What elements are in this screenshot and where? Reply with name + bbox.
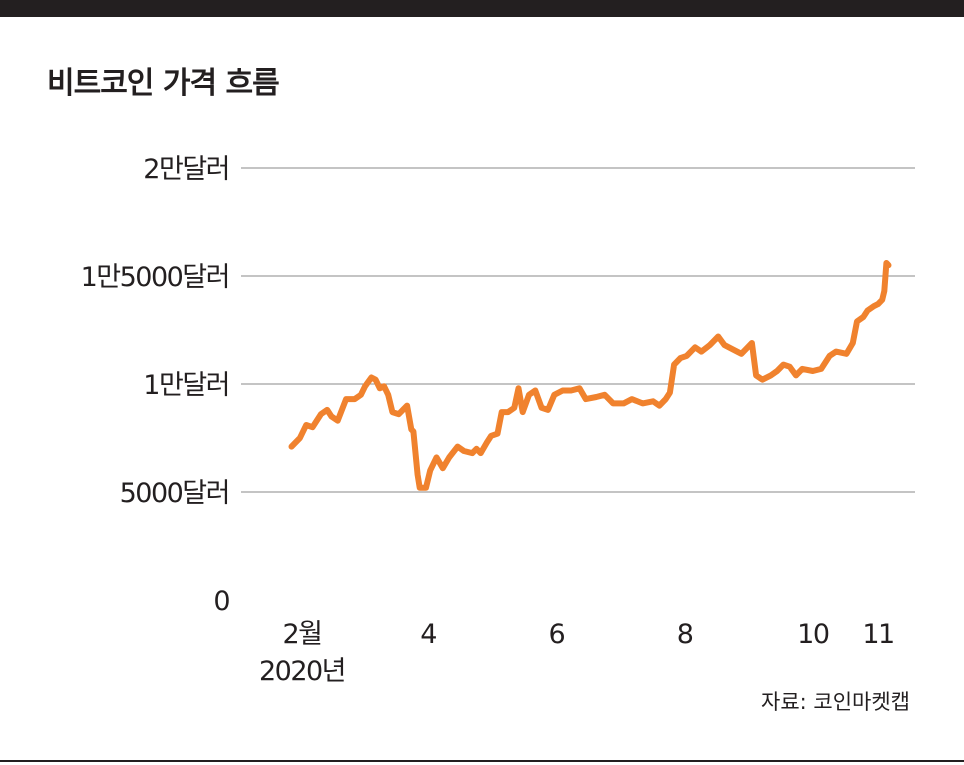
- x-axis-ticks: 2월 2020년 4 6 8 10 11: [259, 619, 895, 687]
- y-tick-label: 2만달러: [143, 154, 229, 185]
- chart-title: 비트코인 가격 흐름: [47, 66, 280, 101]
- x-tick-label: 11: [862, 619, 893, 650]
- bottom-rule: [0, 760, 964, 762]
- x-tick-label: 8: [677, 619, 693, 650]
- x-tick-label: 6: [549, 619, 565, 650]
- y-tick-label: 5000달러: [120, 478, 229, 509]
- source-note: 자료: 코인마켓캡: [761, 690, 910, 714]
- top-bar: [0, 0, 964, 17]
- x-tick-label: 2월: [282, 619, 321, 650]
- y-tick-label: 1만5000달러: [81, 262, 229, 293]
- x-tick-label: 4: [420, 619, 436, 650]
- series-line-0: [288, 260, 892, 491]
- series-layer: [288, 260, 892, 491]
- x-tick-label: 10: [797, 619, 829, 650]
- y-axis-ticks: 0 5000달러 1만달러 1만5000달러 2만달러: [81, 154, 231, 617]
- x-tick-sublabel: 2020년: [259, 656, 345, 687]
- y-tick-label: 0: [213, 586, 229, 617]
- y-tick-label: 1만달러: [143, 370, 229, 401]
- gridlines: [241, 167, 915, 493]
